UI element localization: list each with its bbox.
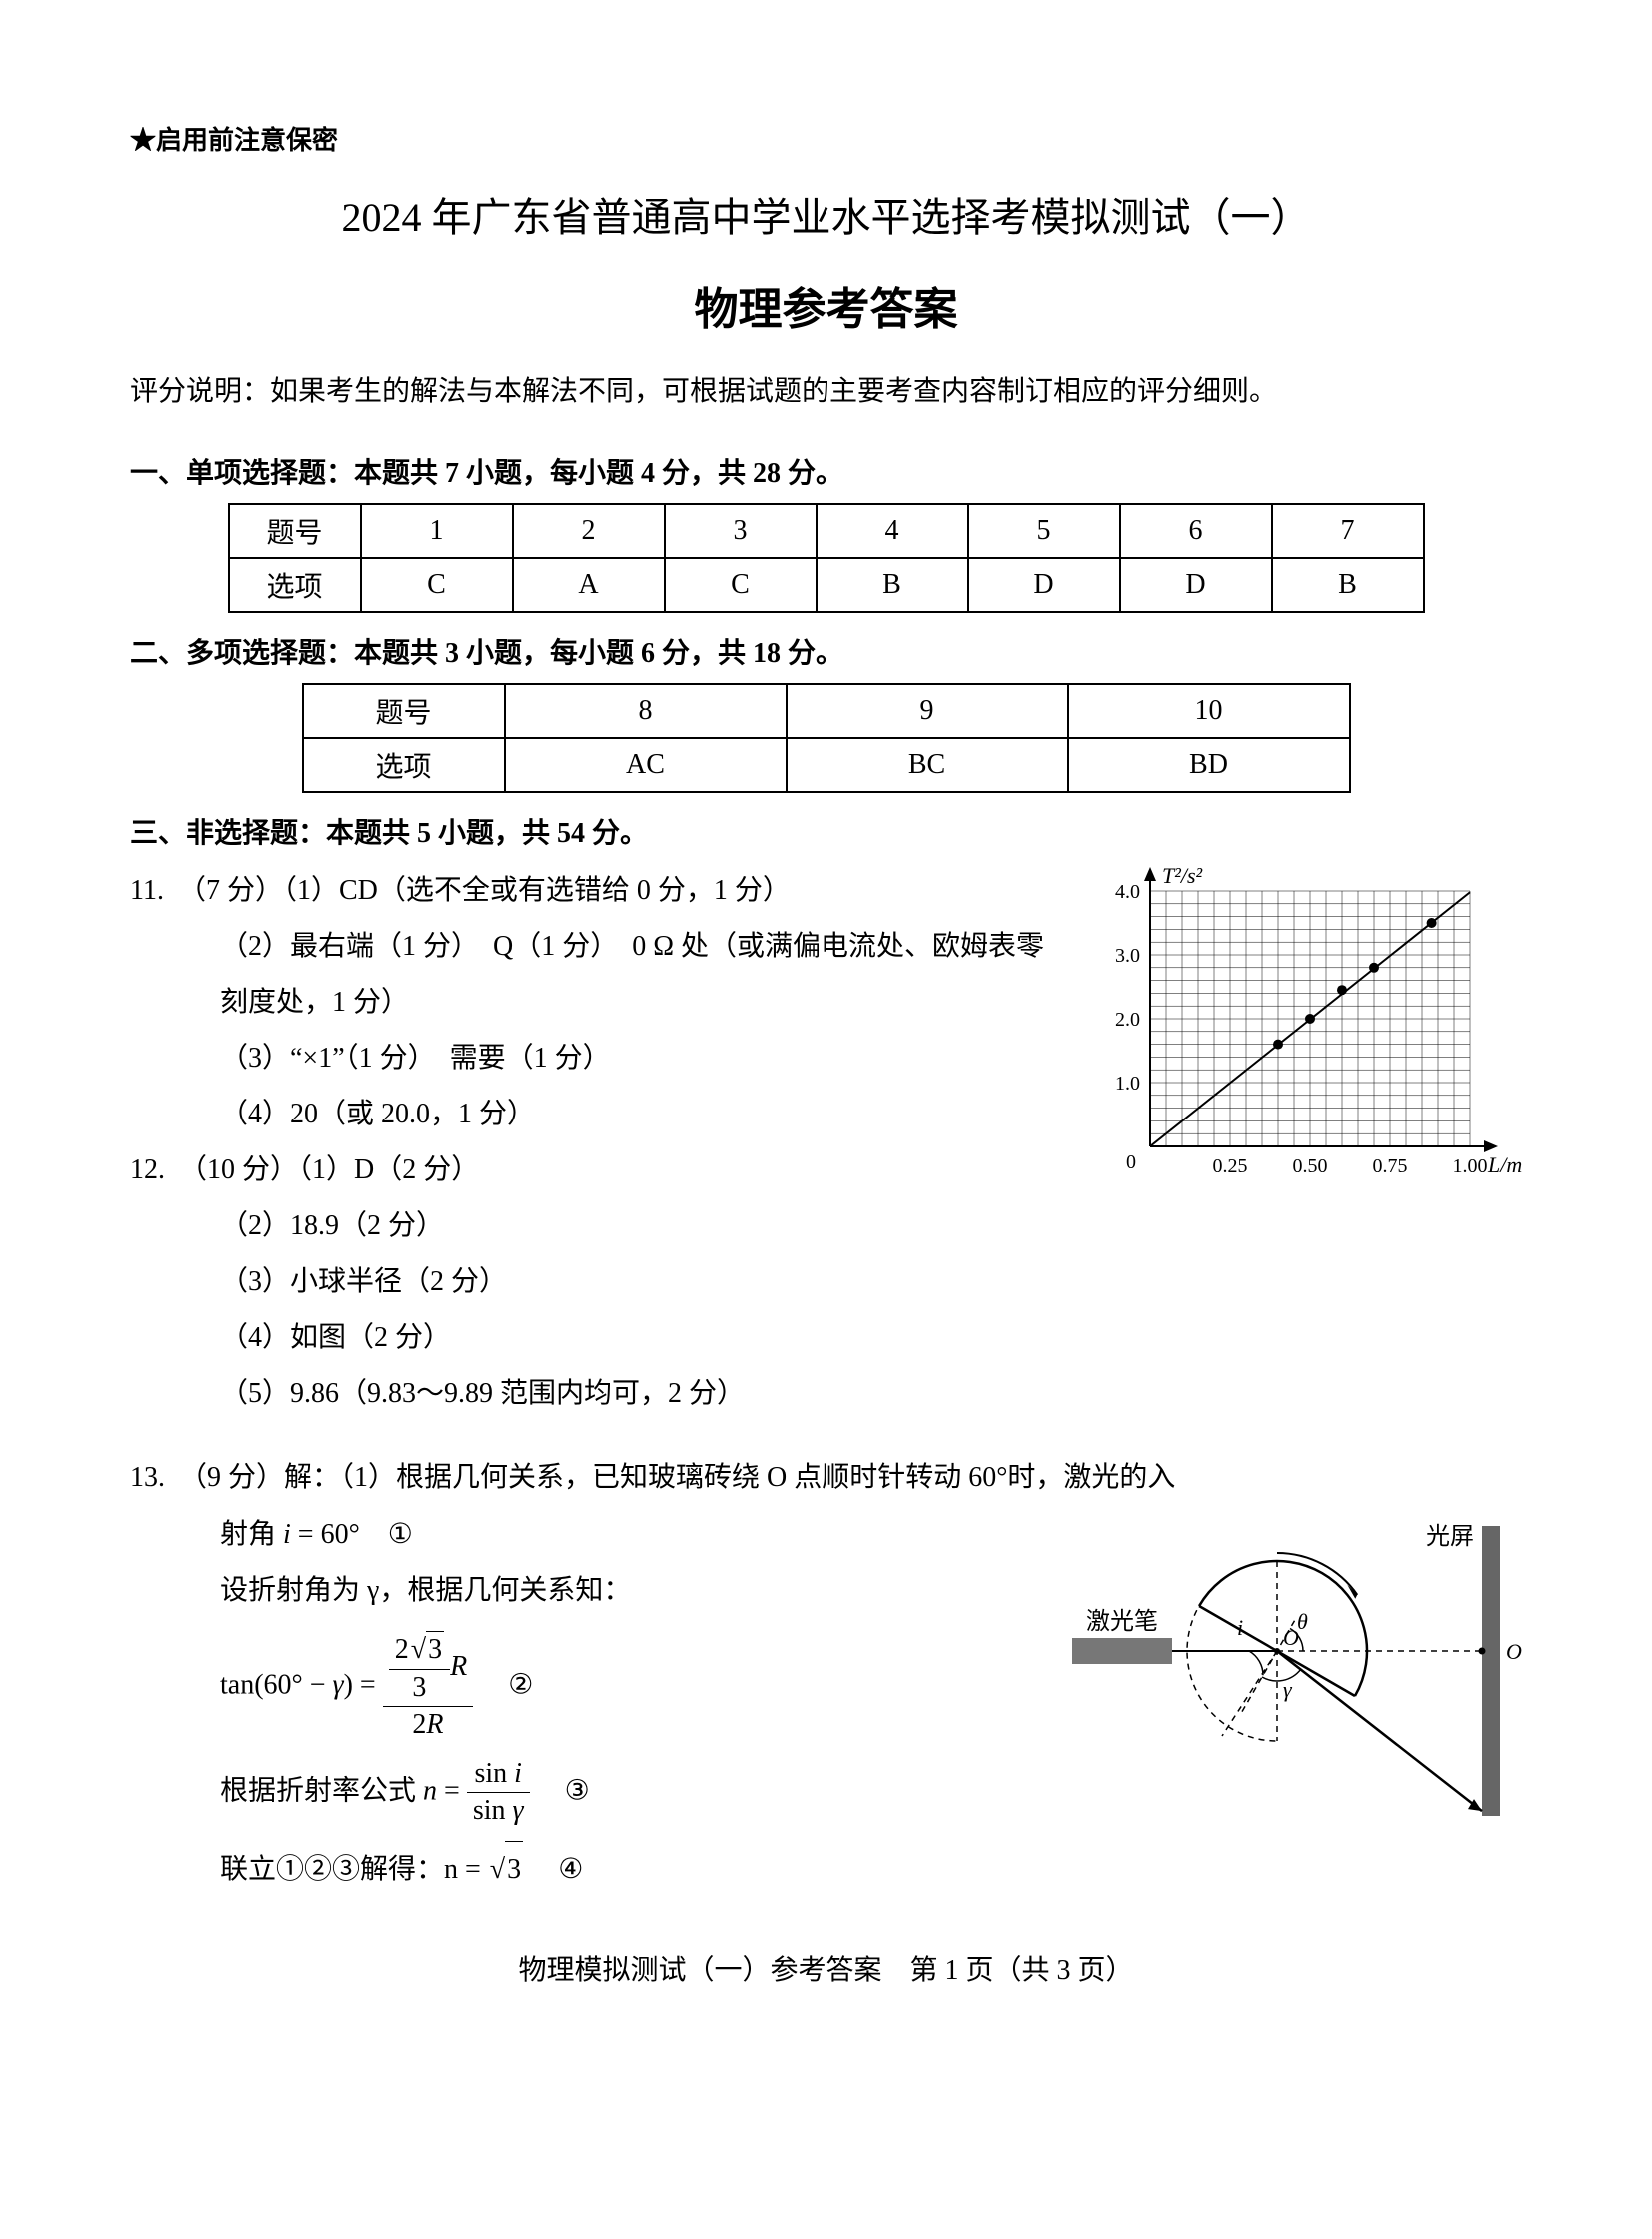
svg-text:1.0: 1.0 (1115, 1073, 1140, 1095)
table-header-cell: 1 (361, 504, 513, 558)
section3-heading: 三、非选择题：本题共 5 小题，共 54 分。 (130, 811, 1522, 851)
svg-text:L/m: L/m (1487, 1152, 1522, 1177)
table-answer-cell: AC (505, 738, 787, 792)
scoring-note: 评分说明：如果考生的解法与本解法不同，可根据试题的主要考查内容制订相应的评分细则… (130, 367, 1522, 417)
svg-text:0: 0 (1126, 1151, 1136, 1173)
confidential-note: ★启用前注意保密 (130, 120, 1522, 157)
q11-line4: （4）20（或 20.0，1 分） (220, 1087, 1072, 1142)
table-header-cell: 9 (787, 684, 1068, 738)
table-header-cell: 3 (665, 504, 817, 558)
q13-intro-b: 射角 i = 60° ① (220, 1506, 1042, 1563)
svg-text:0.75: 0.75 (1373, 1155, 1408, 1177)
table-header-cell: 5 (968, 504, 1120, 558)
q11-line1: 11. （7 分）（1）CD（选不全或有选错给 0 分，1 分） (130, 863, 1072, 919)
q13-diagram: 光屏激光笔O₁iθγO (1052, 1516, 1522, 1841)
table-answer-cell: 选项 (303, 738, 505, 792)
table-answer-cell: C (665, 558, 817, 612)
svg-text:O: O (1283, 1625, 1299, 1650)
section2-heading: 二、多项选择题：本题共 3 小题，每小题 6 分，共 18 分。 (130, 631, 1522, 671)
q12-line1: 12. （10 分）（1）D（2 分） (130, 1142, 1072, 1198)
refraction-prefix: 根据折射率公式 (220, 1775, 423, 1806)
svg-text:2.0: 2.0 (1115, 1009, 1140, 1031)
q12-line5: （5）9.86（9.83～9.89 范围内均可，2 分） (220, 1366, 1072, 1422)
page: ★启用前注意保密 2024 年广东省普通高中学业水平选择考模拟测试（一） 物理参… (0, 0, 1652, 2048)
subtitle: 物理参考答案 (130, 273, 1522, 337)
q12-line3: （3）小球半径（2 分） (220, 1254, 1072, 1310)
table-answer-cell: B (817, 558, 968, 612)
q11-q12-row: 11. （7 分）（1）CD（选不全或有选错给 0 分，1 分） （2）最右端（… (130, 863, 1522, 1422)
section1-heading: 一、单项选择题：本题共 7 小题，每小题 4 分，共 28 分。 (130, 451, 1522, 491)
main-title: 2024 年广东省普通高中学业水平选择考模拟测试（一） (130, 185, 1522, 243)
table-header-cell: 10 (1068, 684, 1350, 738)
page-footer: 物理模拟测试（一）参考答案 第 1 页（共 3 页） (130, 1948, 1522, 1988)
table-header-cell: 4 (817, 504, 968, 558)
eq3-label: ③ (565, 1774, 590, 1805)
q13-row: 射角 i = 60° ① 设折射角为 γ，根据几何关系知： tan(60° − … (130, 1506, 1522, 1898)
combine-prefix: 联立①②③解得：n = (220, 1854, 488, 1885)
q13-refraction: 根据折射率公式 n = sin i sin γ ③ (220, 1756, 1042, 1830)
svg-text:3.0: 3.0 (1115, 945, 1140, 967)
q12-chart: 0.25 0.50 0.75 1.00 1.0 2.0 3.0 4.0 0 L/m T²/s² (1082, 863, 1522, 1197)
table-header-cell: 7 (1272, 504, 1424, 558)
table-header-cell: 2 (513, 504, 665, 558)
table-header-cell: 8 (505, 684, 787, 738)
svg-text:0.50: 0.50 (1293, 1155, 1328, 1177)
table-answer-cell: BD (1068, 738, 1350, 792)
table-answer-cell: C (361, 558, 513, 612)
table-answer-cell: D (1120, 558, 1272, 612)
svg-text:O₁: O₁ (1506, 1639, 1522, 1664)
table-answer-cell: B (1272, 558, 1424, 612)
section1-table: 题号1234567选项CACBDDB (228, 503, 1425, 613)
q11-line2: （2）最右端（1 分） Q（1 分） 0 Ω 处（或满偏电流处、欧姆表零刻度处，… (220, 919, 1072, 1031)
svg-text:1.00: 1.00 (1453, 1155, 1488, 1177)
svg-text:激光笔: 激光笔 (1086, 1608, 1158, 1635)
svg-text:0.25: 0.25 (1213, 1155, 1248, 1177)
table-header-cell: 题号 (303, 684, 505, 738)
section2-table: 题号8910 选项ACBCBD (302, 683, 1351, 793)
table-header-cell: 6 (1120, 504, 1272, 558)
svg-text:光屏: 光屏 (1426, 1523, 1474, 1550)
q13-line2: 设折射角为 γ，根据几何关系知： (220, 1563, 1042, 1619)
table-answer-cell: A (513, 558, 665, 612)
svg-text:T²/s²: T²/s² (1162, 863, 1203, 888)
q13-combine: 联立①②③解得：n = 3 ④ (220, 1841, 1042, 1898)
table-answer-cell: D (968, 558, 1120, 612)
table-answer-cell: BC (787, 738, 1068, 792)
q12-line4: （4）如图（2 分） (220, 1310, 1072, 1366)
svg-text:4.0: 4.0 (1115, 881, 1140, 903)
svg-text:γ: γ (1283, 1677, 1293, 1702)
q11-line3: （3）“×1”（1 分） 需要（1 分） (220, 1031, 1072, 1087)
eq4-label: ④ (558, 1853, 583, 1884)
q13-intro-a: 13. （9 分）解：（1）根据几何关系，已知玻璃砖绕 O 点顺时针转动 60°… (130, 1450, 1522, 1506)
svg-text:i: i (1237, 1615, 1243, 1640)
q13-eq2: tan(60° − γ) = 233R 2R ② (220, 1631, 1042, 1743)
table-header-cell: 题号 (229, 504, 361, 558)
q12-line2: （2）18.9（2 分） (220, 1198, 1072, 1254)
table-answer-cell: 选项 (229, 558, 361, 612)
eq2-label: ② (508, 1669, 533, 1700)
q13-intro-b-text: 射角 i = 60° ① (220, 1519, 413, 1550)
